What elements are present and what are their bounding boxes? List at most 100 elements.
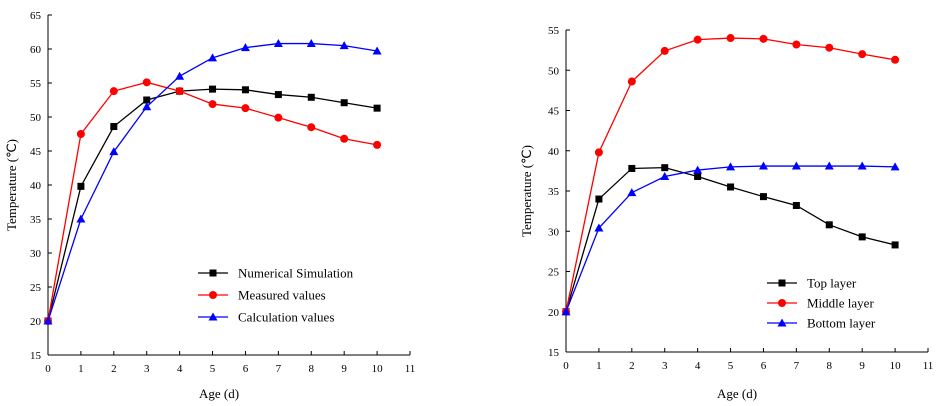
y-axis-title: Temperature (℃)	[519, 145, 534, 237]
y-tick-label: 15	[30, 350, 42, 362]
data-point	[274, 91, 282, 99]
y-tick-label: 35	[548, 186, 560, 198]
y-tick-label: 65	[30, 10, 42, 22]
data-point	[306, 39, 316, 48]
data-point	[77, 182, 85, 190]
y-tick-label: 20	[30, 316, 42, 328]
x-tick-label: 8	[827, 360, 833, 372]
data-point	[661, 164, 669, 172]
y-tick-label: 50	[548, 65, 560, 77]
data-point	[759, 193, 767, 201]
data-point	[110, 123, 118, 131]
data-point	[142, 78, 151, 87]
x-tick-label: 9	[341, 363, 347, 375]
x-tick-label: 1	[78, 363, 84, 375]
data-point	[307, 123, 316, 132]
data-point	[694, 173, 702, 181]
y-tick-label: 25	[30, 282, 42, 294]
y-tick-label: 20	[548, 307, 560, 319]
data-point	[759, 34, 768, 43]
x-tick-label: 6	[243, 363, 249, 375]
x-tick-label: 2	[111, 363, 117, 375]
data-point	[858, 233, 866, 241]
y-tick-label: 25	[548, 267, 560, 279]
legend-label: Numerical Simulation	[238, 266, 354, 281]
x-tick-label: 2	[629, 360, 635, 372]
data-point	[339, 41, 349, 50]
x-tick-label: 8	[309, 363, 315, 375]
data-point	[373, 140, 382, 149]
legend-label: Middle layer	[807, 296, 874, 311]
legend-label: Calculation values	[238, 310, 334, 325]
x-tick-label: 11	[923, 360, 934, 372]
y-tick-label: 55	[548, 25, 560, 37]
data-point	[726, 34, 735, 43]
x-tick-label: 7	[794, 360, 800, 372]
x-tick-label: 1	[596, 360, 602, 372]
x-axis-title: Age (d)	[199, 386, 239, 401]
data-point	[891, 55, 900, 64]
data-point	[142, 102, 152, 111]
data-point	[595, 195, 603, 203]
data-point	[857, 161, 867, 170]
x-tick-label: 11	[405, 363, 416, 375]
x-tick-label: 6	[761, 360, 767, 372]
data-point	[109, 87, 118, 96]
legend-marker	[208, 312, 218, 321]
data-point	[372, 46, 382, 55]
data-point	[693, 35, 702, 44]
x-tick-label: 3	[662, 360, 668, 372]
data-point	[628, 164, 636, 172]
legend-marker	[777, 318, 787, 327]
data-point	[726, 162, 736, 171]
data-point	[340, 99, 348, 107]
data-point	[594, 148, 603, 157]
data-point	[273, 39, 283, 48]
y-axis-title: Temperature (℃)	[4, 139, 19, 231]
y-tick-label: 40	[548, 146, 560, 158]
data-point	[208, 100, 217, 109]
y-tick-label: 45	[548, 106, 560, 118]
x-tick-label: 9	[859, 360, 865, 372]
x-tick-label: 7	[276, 363, 282, 375]
data-point	[792, 201, 800, 209]
data-point	[241, 86, 249, 94]
data-point	[561, 307, 571, 316]
data-point	[858, 50, 867, 59]
data-point	[891, 241, 899, 249]
legend-marker	[778, 299, 786, 307]
y-tick-label: 60	[30, 44, 42, 56]
data-point	[825, 221, 833, 229]
x-tick-label: 0	[45, 363, 51, 375]
data-point	[340, 134, 349, 143]
x-tick-label: 3	[144, 363, 150, 375]
data-point	[693, 165, 703, 174]
data-point	[660, 172, 670, 181]
legend-marker	[209, 291, 217, 299]
legend-label: Measured values	[238, 288, 326, 303]
data-point	[890, 162, 900, 171]
x-tick-label: 10	[372, 363, 384, 375]
data-point	[76, 214, 86, 223]
series-line	[47, 81, 378, 322]
data-point	[727, 183, 735, 191]
legend-marker	[209, 269, 217, 277]
data-point	[825, 43, 834, 52]
y-tick-label: 30	[30, 248, 42, 260]
data-point	[175, 71, 185, 80]
data-point	[627, 77, 636, 86]
data-point	[109, 147, 119, 156]
data-point	[76, 130, 85, 138]
data-point	[758, 161, 768, 170]
x-tick-label: 10	[890, 360, 902, 372]
data-point	[307, 93, 315, 101]
data-point	[627, 188, 637, 197]
data-point	[594, 223, 604, 232]
x-tick-label: 0	[563, 360, 569, 372]
series-line	[47, 88, 378, 322]
y-tick-label: 35	[30, 214, 42, 226]
data-point	[241, 104, 250, 113]
x-axis-title: Age (d)	[717, 386, 757, 401]
